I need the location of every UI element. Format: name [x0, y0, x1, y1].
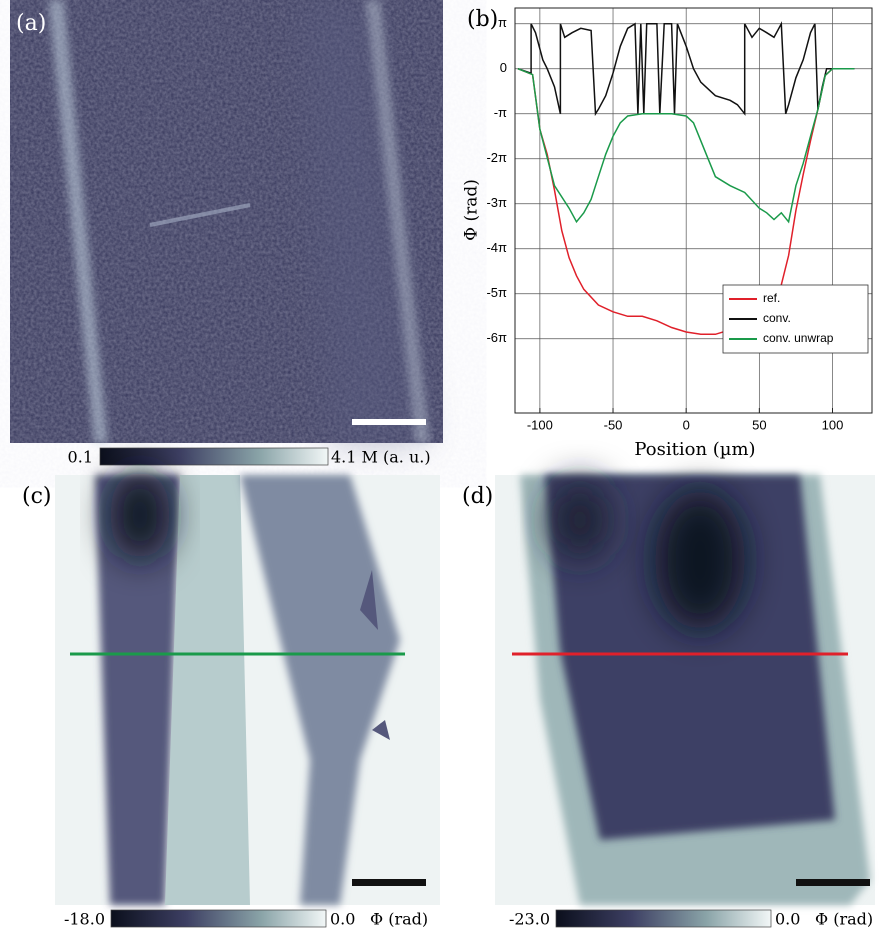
panel-label: (c) [22, 484, 52, 509]
colorbar-min: -23.0 [509, 910, 550, 929]
y-tick-label: π [498, 15, 507, 30]
panel-label: (a) [16, 11, 46, 36]
line-series [517, 67, 855, 224]
colorbar-unit: Φ (rad) [370, 910, 428, 929]
image-c [55, 470, 440, 905]
x-tick-label: 100 [822, 417, 844, 432]
legend-label: ref. [763, 291, 780, 305]
line-series [517, 21, 855, 117]
y-tick-label: -4π [486, 240, 507, 255]
x-axis-title: Position (µm) [634, 439, 755, 460]
x-tick-label: -100 [527, 417, 553, 432]
line-series [517, 67, 855, 336]
y-tick-label: 0 [500, 60, 507, 75]
x-tick-label: 50 [752, 417, 766, 432]
panel-label: (d) [462, 484, 493, 509]
colorbar-unit: Φ (rad) [815, 910, 873, 929]
plot-frame [514, 7, 873, 414]
plot-area: -100 -50 0 50 100 π 0 -π -2π -3π -4π -5π -6π ref. conv… [486, 7, 873, 432]
colorbar [99, 447, 329, 466]
x-tick-label: -50 [604, 417, 623, 432]
y-tick-label: -π [494, 105, 507, 120]
colorbar-max: 0.0 [775, 910, 800, 929]
x-tick-label: 0 [683, 417, 690, 432]
colorbar-min: -18.0 [64, 910, 105, 929]
legend-label: conv. [763, 311, 791, 325]
y-tick-label: -5π [486, 285, 507, 300]
image-a [10, 0, 443, 443]
y-tick-label: -6π [486, 330, 507, 345]
colorbar [555, 909, 772, 928]
y-tick-label: -3π [486, 195, 507, 210]
colorbar-max: 4.1 M (a. u.) [331, 448, 431, 467]
legend-label: conv. unwrap [763, 331, 834, 345]
panel-label: (b) [467, 7, 498, 32]
colorbar-min: 0.1 [68, 448, 93, 467]
y-axis-title: Φ (rad) [462, 179, 482, 241]
colorbar [110, 909, 327, 928]
image-d [495, 475, 875, 905]
colorbar-max: 0.0 [330, 910, 355, 929]
y-tick-label: -2π [486, 150, 507, 165]
